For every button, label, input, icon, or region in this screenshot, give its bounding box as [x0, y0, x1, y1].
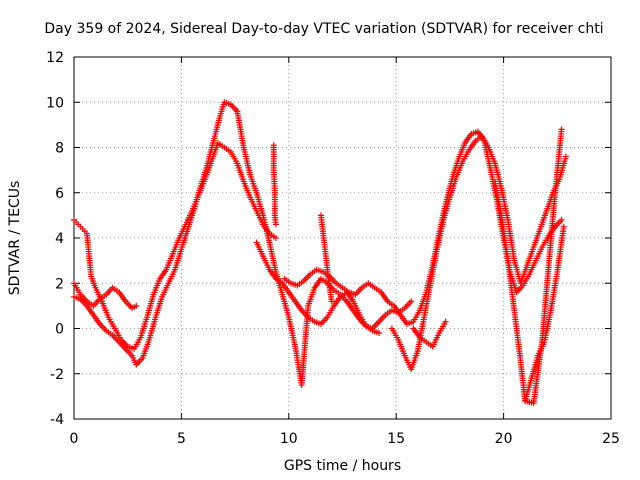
- series-track-4: [234, 108, 383, 389]
- data-point: [133, 302, 140, 309]
- y-tick-label: 10: [46, 95, 64, 111]
- data-point: [272, 221, 279, 228]
- data-point: [328, 298, 335, 305]
- x-tick-label: 15: [387, 431, 405, 447]
- data-point: [558, 216, 565, 223]
- y-tick-label: 2: [55, 276, 64, 292]
- series-track-9: [253, 239, 415, 332]
- data-point: [408, 298, 415, 305]
- x-tick-label: 25: [602, 431, 620, 447]
- series-track-8: [522, 126, 565, 407]
- x-tick-label: 5: [177, 431, 186, 447]
- y-tick-label: 4: [55, 231, 64, 247]
- data-point: [376, 330, 383, 337]
- x-tick-label: 20: [495, 431, 513, 447]
- series-track-12: [410, 318, 449, 350]
- y-tick-label: 0: [55, 322, 64, 338]
- data-point: [558, 126, 565, 133]
- series-track-6: [388, 133, 569, 373]
- data-point: [442, 318, 449, 325]
- series-track-5: [281, 128, 565, 327]
- series-track-11: [318, 212, 335, 305]
- data-markers: [71, 99, 569, 407]
- axis-ticks: 0 5 10 15 20 25 -4 -2 0 2 4 6 8 10 12: [46, 50, 620, 447]
- series-track-1: [71, 139, 279, 352]
- y-tick-label: -2: [50, 367, 64, 383]
- series-track-3: [71, 99, 241, 368]
- x-axis-label: GPS time / hours: [284, 458, 401, 474]
- y-tick-label: 6: [55, 186, 64, 202]
- series-track-2: [71, 280, 140, 312]
- y-axis-label: SDTVAR / TECUs: [7, 181, 23, 296]
- gridlines: [74, 57, 611, 419]
- x-tick-label: 10: [280, 431, 298, 447]
- chart-title: Day 359 of 2024, Sidereal Day-to-day VTE…: [44, 21, 603, 37]
- data-point: [272, 235, 279, 241]
- y-tick-label: 8: [55, 141, 64, 157]
- data-point: [560, 223, 567, 230]
- series-track-10: [270, 142, 279, 228]
- data-point: [562, 153, 569, 160]
- y-tick-label: 12: [46, 50, 64, 66]
- x-tick-label: 0: [70, 431, 79, 447]
- y-tick-label: -4: [50, 412, 64, 428]
